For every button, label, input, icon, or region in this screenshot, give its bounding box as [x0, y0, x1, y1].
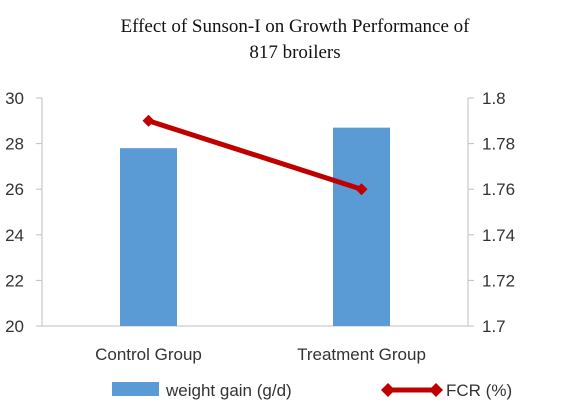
- chart-title-line-2: 817 broilers: [249, 42, 341, 63]
- right-tick-label: 1.78: [482, 135, 515, 154]
- right-tick-label: 1.72: [482, 271, 515, 290]
- left-tick-label: 28: [5, 135, 24, 154]
- legend-label-fcr: FCR (%): [446, 381, 512, 400]
- category-label: Control Group: [95, 345, 202, 364]
- legend: weight gain (g/d) FCR (%): [112, 381, 512, 400]
- category-labels: Control Group Treatment Group: [95, 345, 426, 364]
- left-tick-label: 30: [5, 89, 24, 108]
- category-label: Treatment Group: [297, 345, 426, 364]
- left-axis-ticks: 20 22 24 26 28 30: [5, 89, 42, 336]
- right-tick-label: 1.76: [482, 180, 515, 199]
- fcr-point: [142, 114, 155, 127]
- chart-title-line-1: Effect of Sunson-I on Growth Performance…: [120, 16, 470, 37]
- chart-title: Effect of Sunson-I on Growth Performance…: [0, 14, 572, 66]
- left-tick-label: 26: [5, 180, 24, 199]
- fcr-point: [355, 183, 368, 196]
- right-tick-label: 1.74: [482, 226, 515, 245]
- fcr-line-group: [142, 114, 368, 196]
- right-tick-label: 1.8: [482, 89, 506, 108]
- legend-swatch-weight-gain: [112, 382, 159, 396]
- left-tick-label: 22: [5, 271, 24, 290]
- axes-group: [41, 98, 469, 327]
- right-tick-label: 1.7: [482, 317, 506, 336]
- legend-marker-fcr: [429, 383, 443, 397]
- left-tick-label: 24: [5, 226, 24, 245]
- bars-group: [120, 127, 390, 326]
- legend-label-weight-gain: weight gain (g/d): [165, 381, 292, 400]
- bar: [333, 127, 390, 326]
- fcr-line: [147, 118, 363, 192]
- right-axis-ticks: 1.7 1.72 1.74 1.76 1.78 1.8: [468, 89, 515, 336]
- left-tick-label: 20: [5, 317, 24, 336]
- legend-marker-fcr: [381, 383, 395, 397]
- bar: [120, 148, 177, 326]
